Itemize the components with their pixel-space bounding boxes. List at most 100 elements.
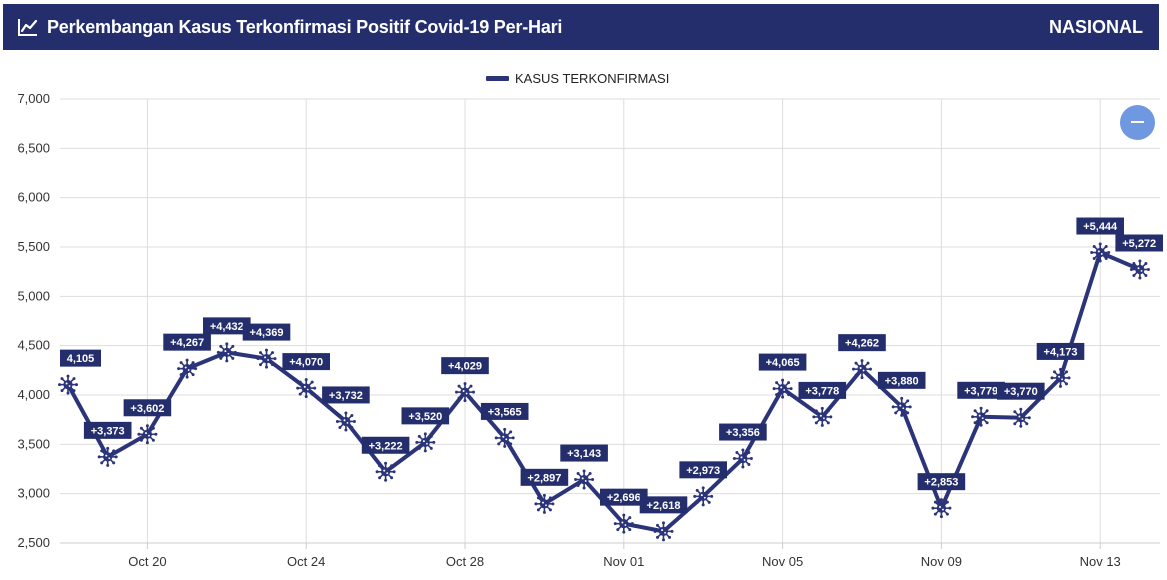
- data-label-text: +4,262: [845, 338, 879, 350]
- y-tick-label: 4,500: [17, 338, 50, 353]
- data-point-marker[interactable]: [1089, 241, 1111, 264]
- data-label: +3,373: [83, 421, 132, 439]
- legend-label: KASUS TERKONFIRMASI: [515, 71, 669, 86]
- data-label-box: [679, 461, 727, 479]
- data-label-box: [719, 423, 767, 441]
- data-label-text: +3,778: [805, 385, 839, 397]
- data-label-text: +3,356: [726, 427, 760, 439]
- data-point-marker[interactable]: [652, 520, 675, 543]
- data-label-text: +5,444: [1083, 221, 1118, 233]
- y-tick-label: 2,500: [17, 535, 50, 550]
- scope-label: NASIONAL: [1049, 17, 1143, 37]
- data-label-box: [203, 317, 251, 335]
- data-point-marker[interactable]: [811, 406, 834, 428]
- data-label-text: +2,696: [607, 492, 641, 504]
- x-tick-label: Nov 05: [762, 554, 803, 569]
- data-label-text: +2,973: [686, 465, 720, 477]
- data-point-marker[interactable]: [851, 358, 873, 380]
- data-label-text: +3,602: [130, 403, 164, 415]
- data-label-text: +3,565: [488, 406, 522, 418]
- data-point-marker[interactable]: [374, 460, 397, 483]
- data-point-marker[interactable]: [493, 427, 516, 449]
- data-label: +5,444: [1076, 217, 1124, 235]
- data-label-text: +3,770: [1004, 386, 1038, 398]
- data-point-marker[interactable]: [692, 485, 715, 508]
- data-label-box: [123, 399, 172, 417]
- data-label: +4,065: [758, 353, 807, 371]
- data-label-box: [639, 496, 688, 514]
- data-point-marker[interactable]: [255, 347, 278, 370]
- data-label-box: [997, 382, 1045, 400]
- data-point-marker[interactable]: [1129, 258, 1151, 281]
- data-label-box: [600, 488, 648, 506]
- data-label: +2,897: [520, 468, 569, 486]
- data-label-box: [560, 444, 608, 462]
- x-tick-label: Oct 20: [128, 554, 166, 569]
- data-point-marker[interactable]: [96, 446, 119, 468]
- data-label-box: [361, 436, 410, 454]
- data-point-marker[interactable]: [57, 373, 79, 396]
- data-label: +3,880: [877, 371, 926, 389]
- data-label: +3,143: [560, 444, 608, 462]
- data-point-marker[interactable]: [890, 396, 913, 418]
- x-tick-label: Nov 01: [603, 554, 644, 569]
- data-label: +5,272: [1115, 234, 1163, 252]
- legend-swatch: [486, 76, 509, 81]
- data-label-text: +4,267: [170, 337, 204, 349]
- data-point-marker[interactable]: [216, 341, 238, 364]
- data-label-box: [798, 381, 847, 399]
- data-label-box: [60, 349, 101, 367]
- data-point-marker[interactable]: [1009, 406, 1032, 429]
- data-label-text: +3,222: [369, 440, 403, 452]
- data-label-box: [1115, 234, 1163, 252]
- x-tick-label: Nov 09: [921, 554, 962, 569]
- y-tick-label: 6,000: [17, 190, 50, 205]
- data-label-text: +4,065: [766, 357, 800, 369]
- data-label: +4,262: [838, 334, 886, 352]
- x-tick-label: Oct 28: [446, 554, 484, 569]
- data-label-text: +3,143: [567, 448, 601, 460]
- data-label-text: +4,029: [448, 361, 482, 373]
- chart-title: Perkembangan Kasus Terkonfirmasi Positif…: [47, 17, 563, 37]
- data-label: +4,070: [282, 353, 330, 371]
- x-tick-label: Oct 24: [287, 554, 325, 569]
- data-label: +2,618: [639, 496, 688, 514]
- data-label-box: [322, 386, 370, 404]
- data-label: 4,105: [60, 349, 101, 367]
- data-label-text: +4,173: [1044, 346, 1078, 358]
- data-point-marker[interactable]: [930, 497, 953, 519]
- trend-line-icon: [18, 19, 38, 36]
- data-point-marker[interactable]: [573, 468, 595, 491]
- data-label-box: [520, 468, 569, 486]
- data-label: +2,973: [679, 461, 727, 479]
- data-label: +3,732: [322, 386, 370, 404]
- data-label-box: [838, 334, 886, 352]
- data-label-text: +3,520: [408, 411, 442, 423]
- data-label-box: [83, 421, 132, 439]
- data-label: +3,520: [401, 407, 450, 425]
- data-point-marker[interactable]: [612, 512, 635, 535]
- data-point-marker[interactable]: [295, 377, 318, 399]
- data-point-marker[interactable]: [454, 381, 476, 403]
- reset-zoom-button[interactable]: [1120, 105, 1155, 140]
- data-label-text: +4,070: [289, 357, 323, 369]
- data-label: +4,267: [163, 333, 211, 351]
- data-label-text: +5,272: [1122, 238, 1156, 250]
- data-label-text: 4,105: [67, 353, 95, 365]
- data-point-marker[interactable]: [533, 493, 556, 515]
- data-point-marker[interactable]: [136, 423, 159, 446]
- data-label: +3,222: [361, 436, 410, 454]
- data-point-marker[interactable]: [414, 431, 437, 454]
- data-point-marker[interactable]: [771, 377, 794, 400]
- data-point-marker[interactable]: [1049, 367, 1072, 389]
- data-label-box: [1076, 217, 1124, 235]
- data-label: +2,853: [917, 473, 966, 491]
- data-point-marker[interactable]: [335, 410, 357, 433]
- data-point-marker[interactable]: [970, 406, 992, 428]
- chart-legend[interactable]: KASUS TERKONFIRMASI: [486, 71, 669, 86]
- data-label-box: [242, 323, 291, 341]
- data-label-box: [1036, 342, 1085, 360]
- data-point-marker[interactable]: [732, 447, 754, 470]
- data-point-marker[interactable]: [176, 357, 198, 380]
- data-label: +3,356: [719, 423, 767, 441]
